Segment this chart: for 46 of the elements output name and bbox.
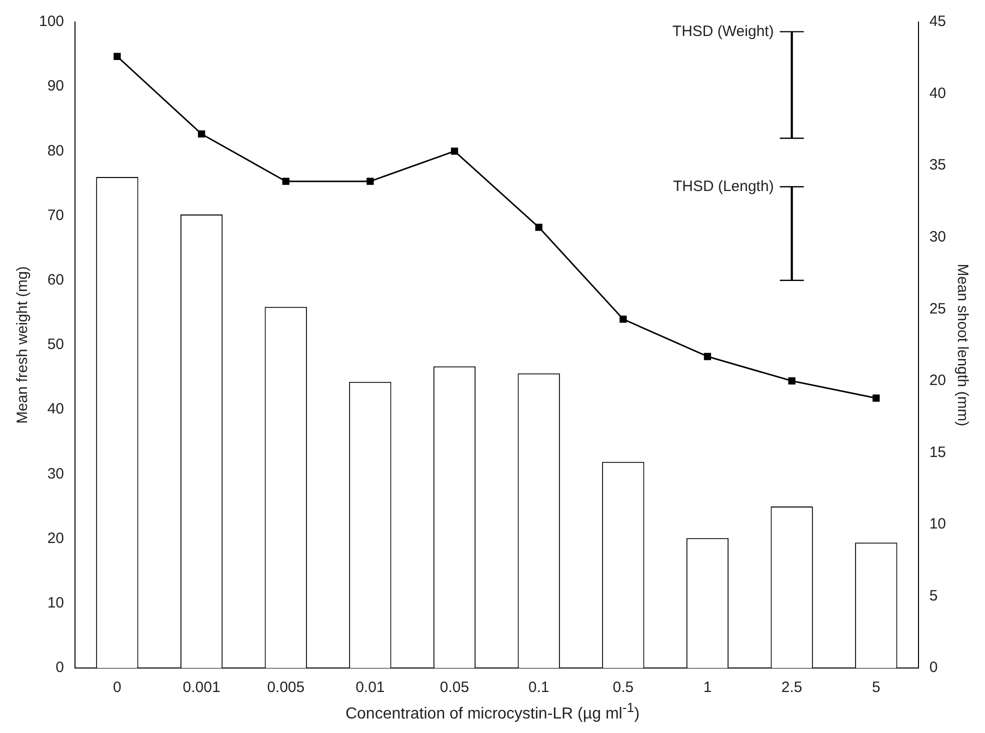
legend-label: THSD (Weight) (672, 22, 774, 40)
y-tick-label: 70 (47, 206, 64, 224)
y-tick-label: 30 (47, 465, 64, 482)
y-tick-label: 0 (56, 659, 64, 676)
y2-tick-label: 25 (929, 300, 946, 318)
x-axis-title: Concentration of microcystin-LR (µg ml$^{-1}$) (344, 700, 641, 724)
y2-tick-label: 15 (929, 444, 946, 461)
y2-tick-label: 30 (929, 228, 946, 246)
point (872, 394, 880, 402)
y-tick-label: 50 (47, 336, 64, 354)
y-tick-label: 60 (47, 272, 64, 289)
point (788, 377, 796, 384)
point (620, 316, 627, 323)
point (366, 178, 374, 185)
x-tick-label: 0.005 (267, 679, 305, 696)
y2-tick-label: 45 (929, 13, 946, 30)
y2-tick-label: 10 (929, 516, 946, 533)
y2-tick-label: 0 (929, 659, 938, 676)
x-tick-label: 5 (872, 679, 880, 696)
y-tick-label: 40 (47, 400, 64, 418)
y-tick-label: 20 (47, 530, 64, 547)
x-tick-label: 2.5 (781, 679, 802, 696)
point (198, 130, 206, 138)
y2-tick-label: 35 (929, 156, 946, 174)
y-tick-label: 80 (47, 142, 64, 160)
point (704, 352, 712, 360)
x-tick-label: 0.05 (440, 679, 470, 696)
point (114, 52, 121, 60)
x-tick-label: 1 (703, 679, 712, 696)
y2-tick-label: 20 (929, 372, 946, 390)
y-tick-label: 100 (38, 13, 64, 30)
point (450, 148, 458, 155)
y2-axis-title: Mean shoot length (mm) (954, 264, 971, 426)
y2-tick-label: 5 (929, 587, 938, 604)
y-axis-title: Mean fresh weight (mg) (14, 266, 32, 424)
y2-tick-label: 40 (929, 84, 946, 102)
point (282, 178, 290, 185)
x-tick-label: 0.1 (528, 679, 550, 696)
x-tick-label: 0 (113, 679, 122, 696)
x-tick-label: 0.01 (356, 679, 385, 696)
legend-label: THSD (Length) (672, 178, 774, 195)
x-tick-label: 0.001 (182, 679, 220, 696)
y-tick-label: 90 (47, 78, 64, 95)
x-tick-label: 0.5 (612, 679, 634, 696)
point (535, 224, 542, 231)
y-tick-label: 10 (47, 594, 64, 612)
